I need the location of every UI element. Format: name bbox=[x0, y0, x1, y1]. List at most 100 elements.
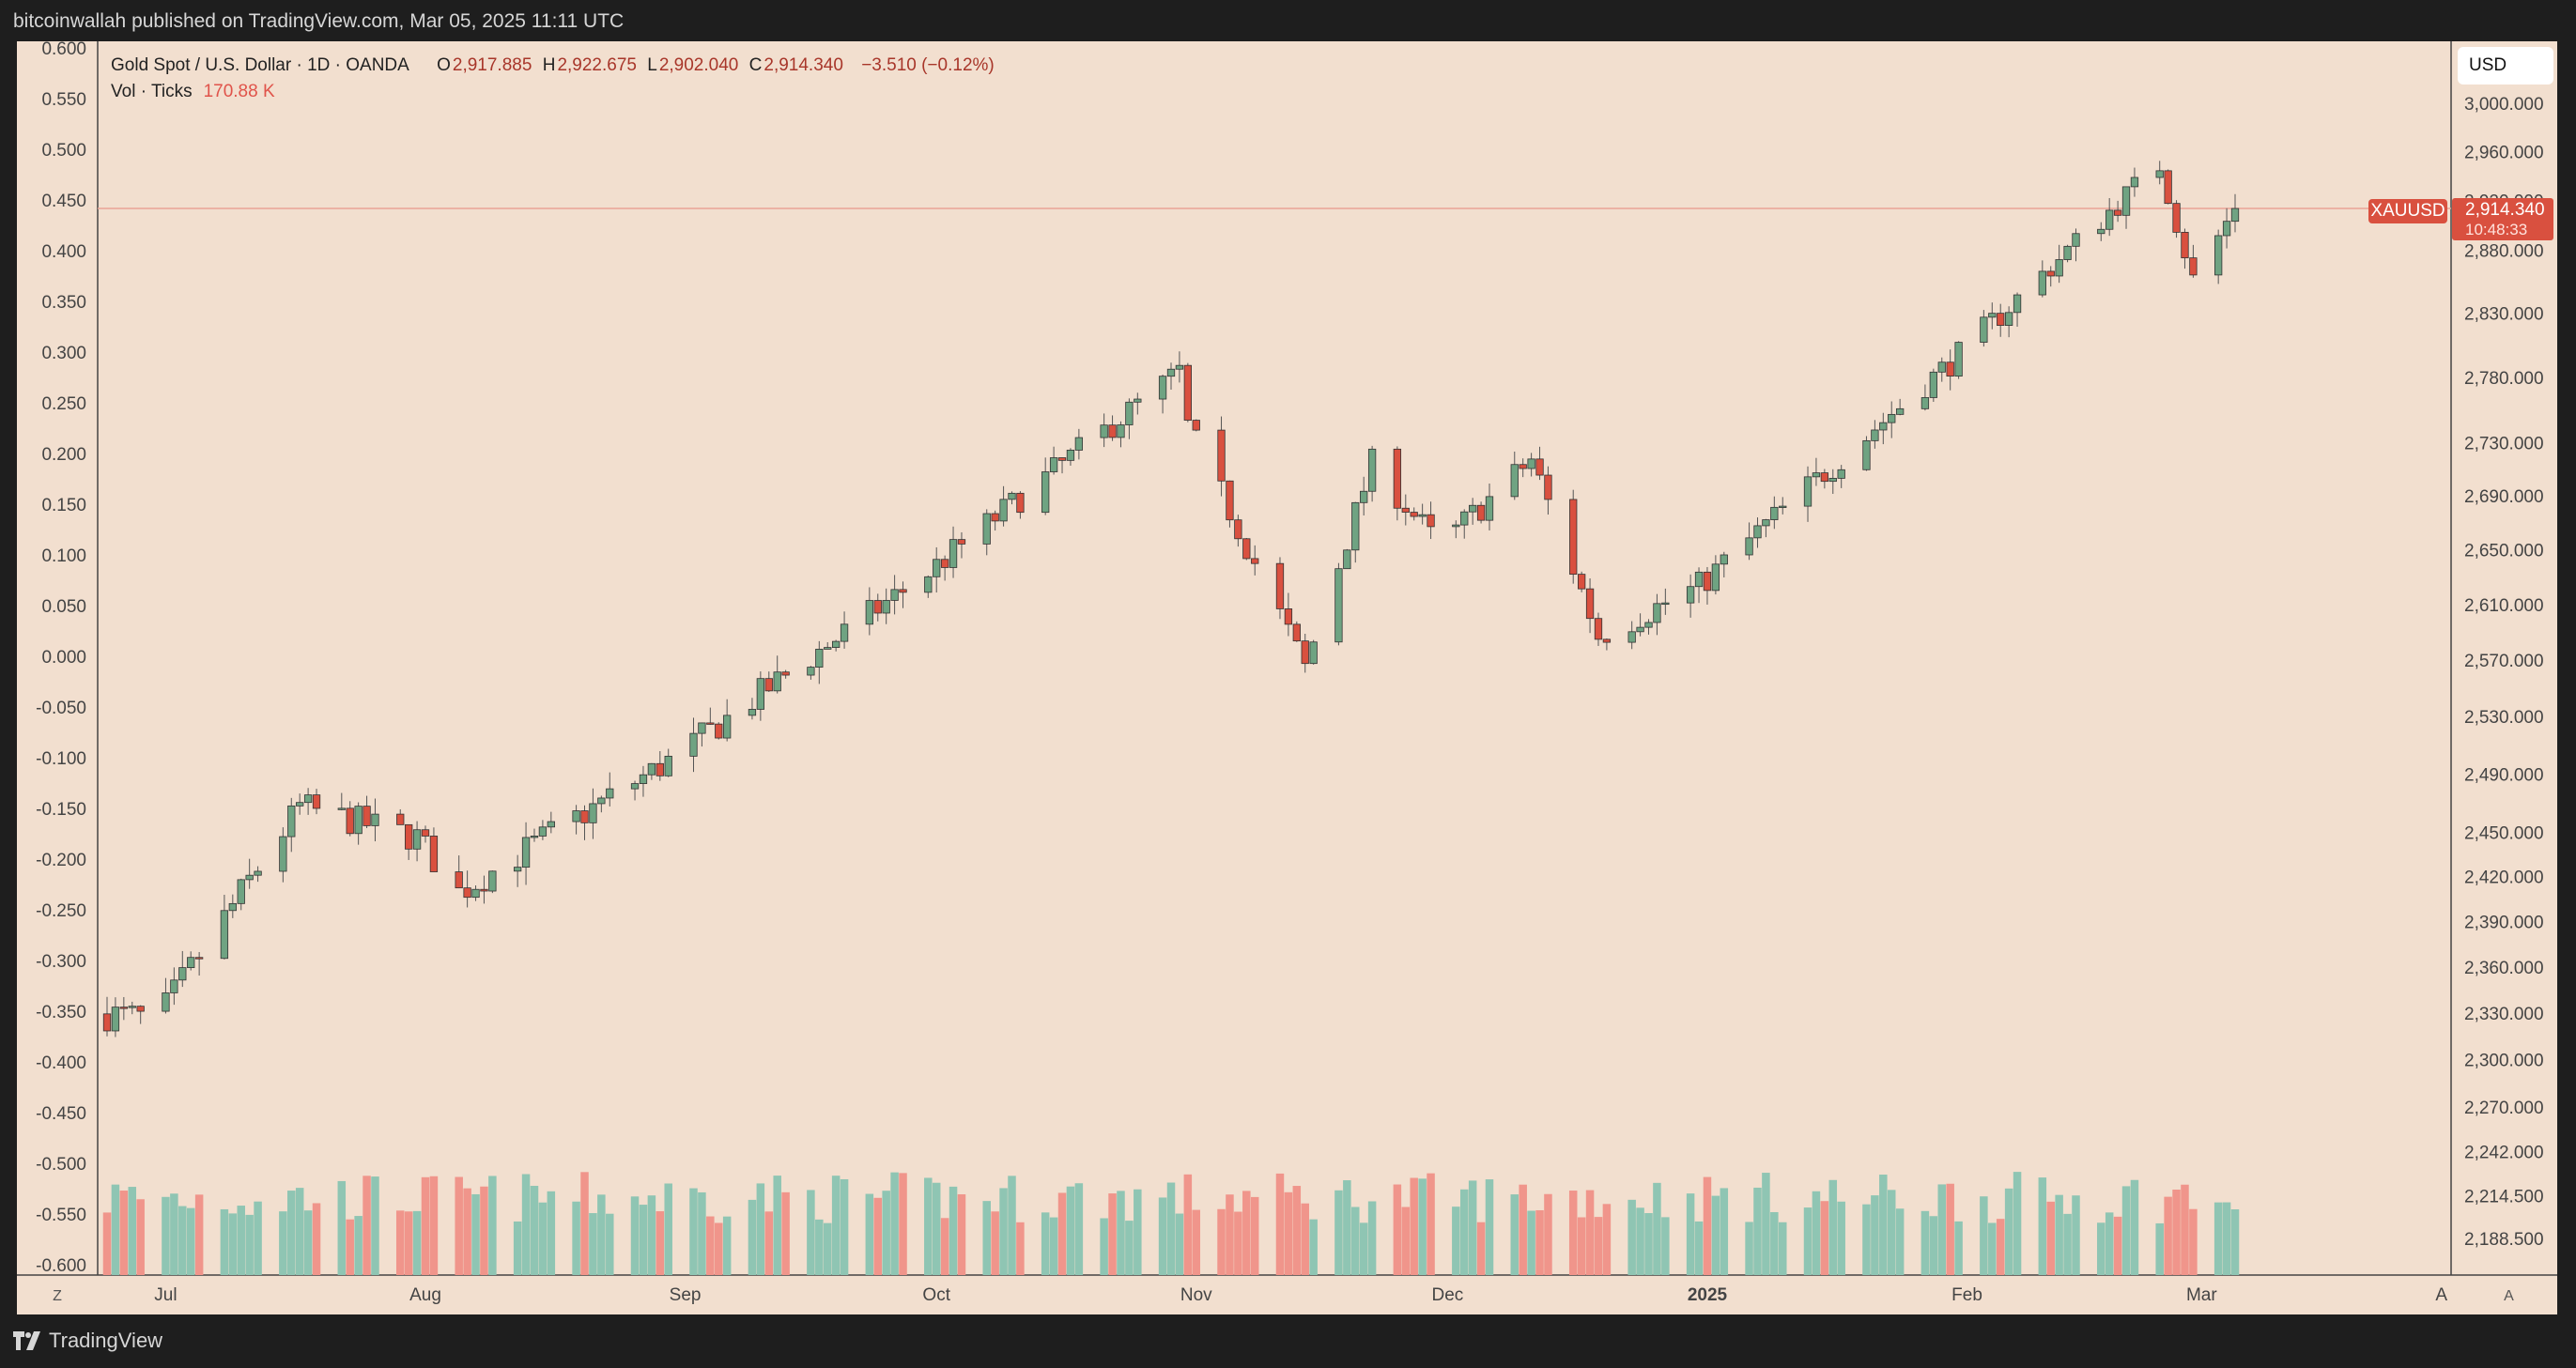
volume-bar bbox=[2072, 1195, 2080, 1275]
volume-bar bbox=[580, 1172, 589, 1275]
left-axis-tick: 0.600 bbox=[41, 41, 86, 59]
x-axis-label: A bbox=[2435, 1285, 2447, 1305]
candle bbox=[639, 774, 648, 784]
candle bbox=[136, 1006, 145, 1012]
chart-legend: Gold Spot / U.S. Dollar · 1D · OANDA O 2,… bbox=[111, 53, 995, 105]
candle bbox=[178, 967, 187, 981]
chart-frame: 0.600 0.550 0.500 0.450 0.400 0.350 0.300 0.250… bbox=[17, 41, 2557, 1314]
candle bbox=[748, 709, 757, 716]
volume-bar bbox=[194, 1194, 204, 1275]
volume-bar bbox=[1887, 1190, 1896, 1275]
volume-bar bbox=[957, 1194, 966, 1275]
volume-bar bbox=[2214, 1202, 2223, 1275]
bar-countdown: 10:48:33 bbox=[2465, 221, 2528, 238]
volume-bar bbox=[1602, 1204, 1612, 1275]
x-axis-label: Mar bbox=[2186, 1285, 2217, 1305]
volume-bar bbox=[1234, 1211, 1242, 1275]
volume-label[interactable]: Vol · Ticks bbox=[111, 82, 193, 101]
volume-bar bbox=[1694, 1221, 1704, 1275]
candle bbox=[1888, 413, 1896, 423]
candle bbox=[412, 829, 422, 850]
volume-bar bbox=[538, 1202, 548, 1275]
top-bar: bitcoinwallah published on TradingView.c… bbox=[0, 0, 2576, 41]
volume-bar bbox=[1720, 1188, 1729, 1275]
candle bbox=[2189, 257, 2198, 276]
candle bbox=[1074, 437, 1084, 451]
right-axis-tick: 2,490.000 bbox=[2464, 765, 2544, 785]
candle bbox=[831, 640, 841, 648]
left-axis-tick: 0.550 bbox=[41, 90, 86, 110]
candle bbox=[194, 957, 204, 960]
volume-bar bbox=[2013, 1172, 2022, 1275]
volume-bar bbox=[1100, 1218, 1108, 1275]
candle bbox=[1452, 524, 1460, 528]
right-axis-tick: 2,188.500 bbox=[2464, 1230, 2544, 1250]
volume-bar bbox=[1577, 1217, 1586, 1275]
candle bbox=[1627, 631, 1636, 643]
candle bbox=[296, 802, 304, 807]
volume-bar bbox=[1275, 1173, 1285, 1275]
auto-scale-button[interactable]: A bbox=[2460, 1279, 2557, 1314]
candle bbox=[1862, 439, 1871, 470]
candle bbox=[764, 678, 773, 692]
left-axis-tick: -0.400 bbox=[36, 1053, 86, 1073]
candle bbox=[1585, 588, 1595, 620]
volume-bar bbox=[1820, 1201, 1829, 1275]
candle bbox=[530, 836, 539, 838]
volume-bar bbox=[2105, 1212, 2114, 1275]
volume-bar bbox=[1946, 1183, 1954, 1275]
volume-bar bbox=[362, 1176, 371, 1275]
candle bbox=[815, 649, 824, 668]
symbol-description[interactable]: Gold Spot / U.S. Dollar · 1D · OANDA bbox=[111, 55, 409, 75]
symbol-price-label: XAUUSD bbox=[2368, 199, 2447, 223]
candle bbox=[1284, 608, 1293, 625]
volume-bar bbox=[404, 1211, 413, 1275]
candle bbox=[1653, 603, 1661, 623]
volume-bar bbox=[1284, 1191, 1293, 1275]
left-axis-tick: -0.050 bbox=[36, 699, 86, 718]
volume-bar bbox=[1049, 1217, 1058, 1275]
currency-button[interactable]: USD bbox=[2458, 47, 2553, 85]
volume-bar bbox=[1779, 1222, 1787, 1275]
candle bbox=[405, 823, 413, 850]
candle bbox=[521, 837, 531, 868]
candle bbox=[1343, 549, 1351, 570]
candle bbox=[873, 600, 882, 614]
candle bbox=[1753, 525, 1762, 539]
volume-bar bbox=[1057, 1192, 1067, 1275]
low-value: 2,902.040 bbox=[658, 55, 739, 75]
volume-bar bbox=[371, 1176, 379, 1275]
volume-bar bbox=[412, 1210, 422, 1275]
candle bbox=[647, 762, 656, 776]
left-axis-tick: -0.350 bbox=[36, 1003, 86, 1022]
volume-bar bbox=[295, 1188, 304, 1275]
candle bbox=[572, 810, 580, 822]
candle bbox=[471, 888, 480, 899]
left-axis-tick: 0.100 bbox=[41, 546, 86, 566]
volume-bar bbox=[764, 1211, 774, 1275]
zoom-button[interactable]: Z bbox=[17, 1279, 98, 1314]
volume-bar bbox=[1334, 1190, 1343, 1275]
candle bbox=[982, 513, 991, 545]
volume-bar bbox=[932, 1182, 941, 1275]
right-axis-tick: 2,360.000 bbox=[2464, 959, 2544, 978]
candle bbox=[1476, 504, 1486, 521]
candle bbox=[1954, 342, 1963, 377]
candle bbox=[1192, 420, 1200, 431]
volume-bar bbox=[940, 1218, 949, 1275]
volume-bar bbox=[2038, 1177, 2047, 1275]
candle bbox=[2046, 270, 2055, 277]
volume-bar bbox=[815, 1219, 824, 1275]
volume-bar bbox=[656, 1211, 665, 1275]
candle bbox=[1535, 458, 1544, 476]
candle bbox=[312, 794, 321, 809]
right-axis-tick: 2,390.000 bbox=[2464, 913, 2544, 932]
volume-bar bbox=[480, 1186, 488, 1275]
volume-bar bbox=[1954, 1221, 1963, 1275]
volume-bar bbox=[1879, 1175, 1888, 1275]
right-axis-tick: 2,830.000 bbox=[2464, 305, 2544, 325]
price-chart[interactable]: 0.600 0.550 0.500 0.450 0.400 0.350 0.300 0.250… bbox=[17, 41, 2557, 1314]
candle bbox=[1980, 316, 1988, 343]
volume-bar bbox=[807, 1190, 815, 1275]
candle bbox=[656, 762, 664, 776]
